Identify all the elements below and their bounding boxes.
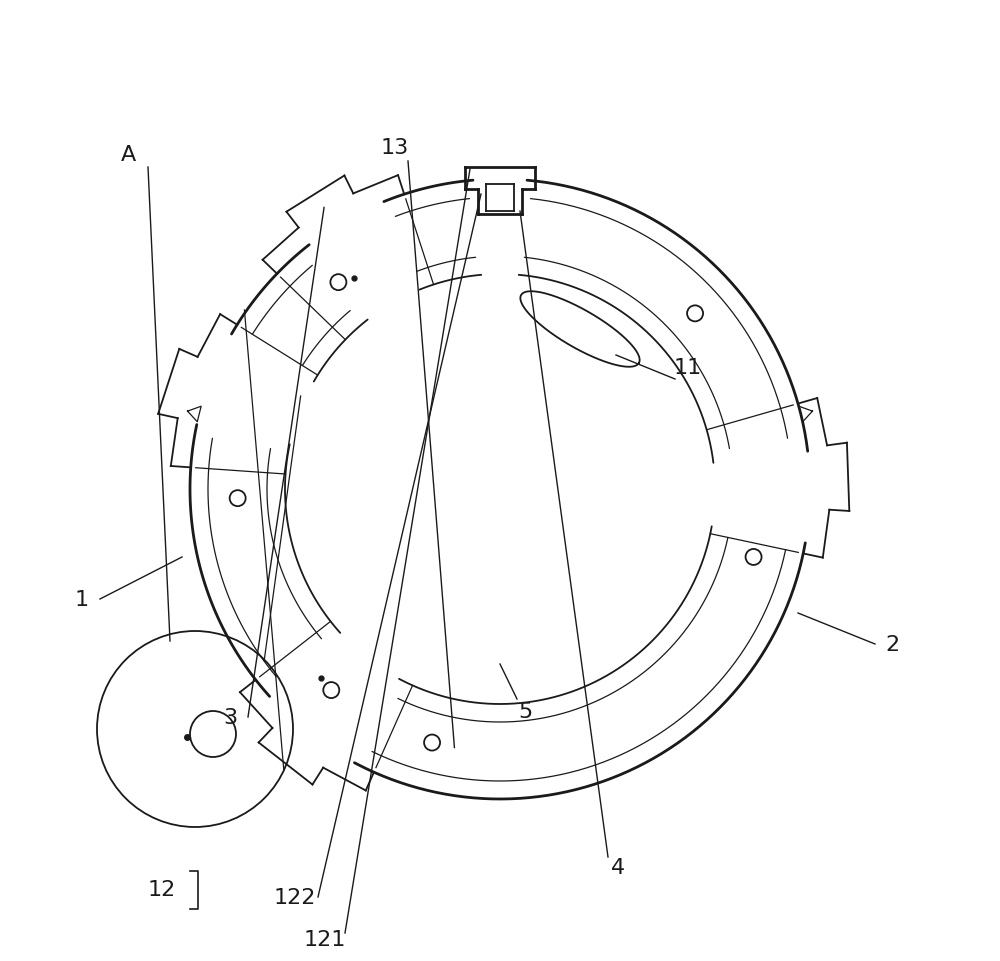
Text: 5: 5: [518, 702, 532, 722]
Text: 121: 121: [304, 929, 346, 949]
Text: 2: 2: [885, 634, 899, 654]
Text: 1: 1: [75, 589, 89, 609]
Text: A: A: [120, 145, 136, 165]
Text: 3: 3: [223, 707, 237, 727]
Text: 12: 12: [148, 879, 176, 899]
Text: 4: 4: [611, 857, 625, 877]
Text: 11: 11: [674, 357, 702, 378]
Text: 122: 122: [274, 887, 316, 907]
Text: 13: 13: [381, 137, 409, 158]
